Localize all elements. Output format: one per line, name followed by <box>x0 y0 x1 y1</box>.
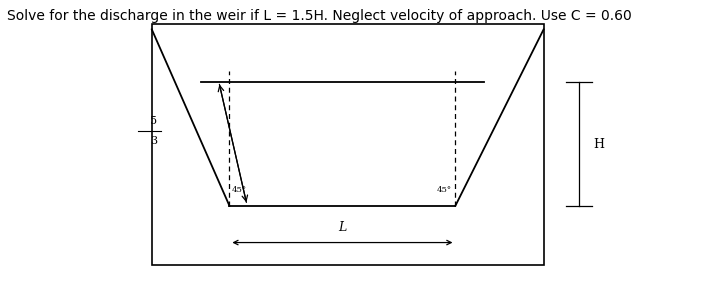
Text: 5: 5 <box>150 116 157 126</box>
Bar <box>152 24 544 265</box>
Text: H: H <box>593 138 604 151</box>
Text: 3: 3 <box>150 136 157 146</box>
Text: L: L <box>338 221 347 234</box>
Text: Solve for the discharge in the weir if L = 1.5H. Neglect velocity of approach. U: Solve for the discharge in the weir if L… <box>7 9 632 23</box>
Text: 45°: 45° <box>436 186 451 194</box>
Text: 45°: 45° <box>232 186 246 194</box>
